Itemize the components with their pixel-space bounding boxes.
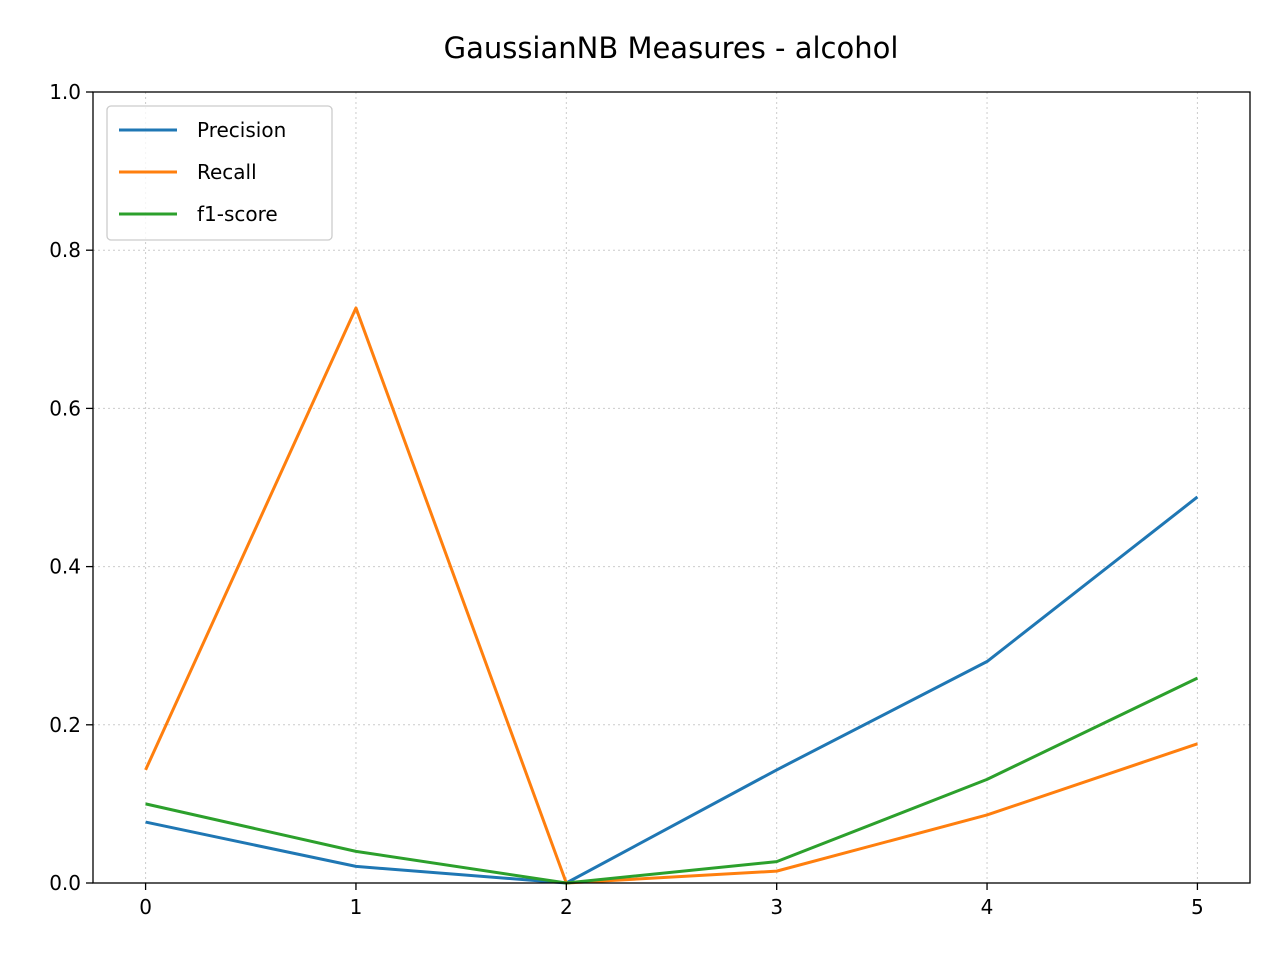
y-tick-label: 0.0	[49, 871, 81, 895]
x-tick-label: 4	[981, 895, 994, 919]
y-tick-label: 0.8	[49, 238, 81, 262]
x-tick-label: 5	[1191, 895, 1204, 919]
legend: Precision Recall f1-score	[106, 105, 333, 241]
y-tick-label: 1.0	[49, 80, 81, 104]
series-line-recall	[144, 306, 1198, 885]
y-tick-label: 0.2	[49, 713, 81, 737]
series-line-f1-score	[145, 676, 1199, 885]
plot-frame	[92, 91, 1251, 884]
legend-box	[106, 105, 333, 241]
x-tick-label: 0	[139, 895, 152, 919]
legend-label: f1-score	[197, 202, 278, 226]
legend-label: Precision	[197, 118, 286, 142]
series-lines	[144, 306, 1199, 885]
x-tick-label: 1	[350, 895, 363, 919]
x-tick-label: 2	[560, 895, 573, 919]
x-tick-label: 3	[770, 895, 783, 919]
grid	[93, 91, 1250, 884]
axis-ticks: 0 1 2 3 4 5 0.0 0.2 0.4 0.6 0.8 1.0	[49, 80, 1204, 919]
chart-title: GaussianNB Measures - alcohol	[444, 31, 899, 65]
series-line-precision	[145, 495, 1199, 885]
legend-label: Recall	[197, 160, 257, 184]
y-tick-label: 0.6	[49, 396, 81, 420]
y-tick-label: 0.4	[49, 555, 81, 579]
